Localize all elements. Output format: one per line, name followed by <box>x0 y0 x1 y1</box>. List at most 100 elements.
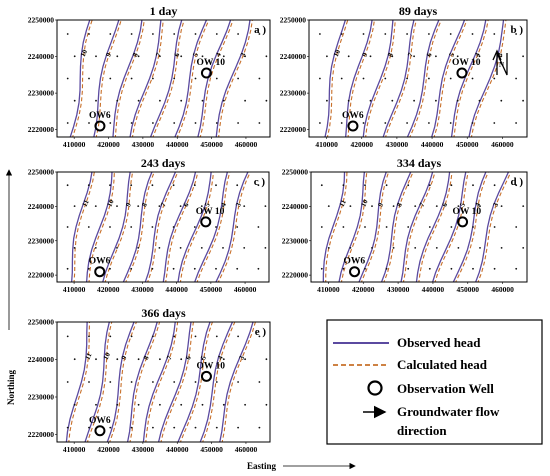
grid-dot <box>265 403 268 406</box>
y-tick-label: 2240000 <box>28 52 55 61</box>
panel-frame <box>56 171 270 283</box>
grid-dot <box>109 426 112 429</box>
calculated-head-contour <box>152 20 185 137</box>
x-tick-label: 460000 <box>491 285 514 294</box>
contour-label: 9 <box>120 354 129 361</box>
panel-1: 1 day 10 9 8 7 6 5 4 3 410000 420000 430000 440000 45… <box>28 4 271 149</box>
x-tick-label: 440000 <box>166 445 189 454</box>
grid-dot <box>179 247 182 249</box>
observed-head-contour <box>174 20 208 137</box>
grid-dot <box>407 267 410 270</box>
observed-head-contour <box>406 20 440 137</box>
grid-dot <box>172 226 175 228</box>
observed-head-contour <box>380 172 412 282</box>
grid-dot <box>435 247 438 249</box>
grid-dot <box>215 226 217 228</box>
grid-dot <box>172 184 175 187</box>
grid-dot <box>159 99 161 102</box>
calculated-head-contour <box>196 172 231 282</box>
panel-title: 366 days <box>141 306 186 320</box>
grid-dot <box>319 77 321 80</box>
grid-dot <box>371 205 373 208</box>
grid-dot <box>340 122 343 124</box>
contour-label: 6 <box>184 354 193 361</box>
observation-well-marker <box>94 425 106 437</box>
contour-label: 4 <box>473 201 482 208</box>
legend-well-label: Observation Well <box>397 381 494 396</box>
observed-head-contour <box>345 20 373 137</box>
grid-dot <box>320 226 323 228</box>
grid-dot <box>371 247 373 249</box>
grid-dot <box>200 205 203 208</box>
observed-head-contour <box>157 322 192 442</box>
calculated-head-contour <box>199 20 234 137</box>
calculated-head-contour <box>73 172 95 282</box>
grid-dot <box>237 381 240 383</box>
contour-label: 3 <box>491 201 500 208</box>
legend-flow-label-line2: direction <box>397 423 447 438</box>
y-tick-label: 2220000 <box>28 271 55 280</box>
grid-dot <box>414 205 417 208</box>
observed-head-contour <box>415 172 451 282</box>
grid-dot <box>471 33 474 35</box>
contour-label: 7 <box>154 51 163 58</box>
grid-dot <box>413 55 415 58</box>
observed-head-contour <box>177 172 212 282</box>
calculated-head-contour <box>160 322 194 442</box>
panel-tag: c ) <box>254 176 266 188</box>
grid-dot <box>237 122 240 124</box>
contour-label: 7 <box>406 51 415 58</box>
grid-dot <box>116 55 119 58</box>
contour-label: 8 <box>386 51 395 58</box>
grid-dots <box>319 33 524 124</box>
grid-dot <box>137 358 140 361</box>
grid-dot <box>173 77 176 80</box>
calculated-head-contour <box>365 20 396 137</box>
calculated-head-contour <box>221 322 256 442</box>
grid-dot <box>130 122 133 124</box>
easting-axis-label: Easting <box>247 461 277 471</box>
observation-well-marker <box>94 120 106 132</box>
y-tick-label: 2250000 <box>28 168 55 177</box>
observed-head-contour <box>144 172 177 282</box>
grid-dot <box>158 247 161 249</box>
grid-dot <box>87 226 90 228</box>
grid-dot <box>265 99 268 102</box>
x-tick-label: 430000 <box>386 140 409 149</box>
panel-frame <box>308 19 528 138</box>
grid-dot <box>515 33 517 35</box>
grid-dot <box>385 267 388 270</box>
calculated-head-contour <box>453 20 489 137</box>
grid-dot <box>116 99 119 102</box>
grid-dot <box>88 122 90 124</box>
grid-dot <box>94 205 97 208</box>
observation-well-label: OW 10 <box>196 58 225 68</box>
grid-dot <box>326 99 328 102</box>
grid-dot <box>159 358 161 361</box>
grid-dot <box>522 205 525 208</box>
contour-label: 10 <box>102 351 112 361</box>
grid-dot <box>173 122 176 124</box>
x-tick-label: 450000 <box>200 285 223 294</box>
calculated-head-contour <box>145 322 179 442</box>
calculated-head-contour <box>86 322 113 442</box>
contour-label: 3 <box>237 354 246 361</box>
y-tick-label: 2230000 <box>280 89 307 98</box>
grid-dot <box>384 77 387 80</box>
grid-dot <box>243 247 246 249</box>
grid-dot <box>173 426 176 429</box>
grid-dot <box>435 55 437 58</box>
observation-well-label: OW 10 <box>453 207 482 217</box>
observation-well-marker <box>94 266 106 278</box>
grid-dot <box>406 77 408 80</box>
contour-lines: 10 9 8 7 6 5 4 3 <box>69 20 253 137</box>
grid-dot <box>66 267 69 270</box>
observed-head-contour <box>324 20 347 137</box>
contour-label: 9 <box>104 51 113 58</box>
y-tick-label: 2220000 <box>280 125 307 134</box>
grid-dot <box>472 226 474 228</box>
contour-label: 10 <box>332 48 342 58</box>
grid-dot <box>73 403 76 406</box>
grid-dot <box>109 267 111 270</box>
